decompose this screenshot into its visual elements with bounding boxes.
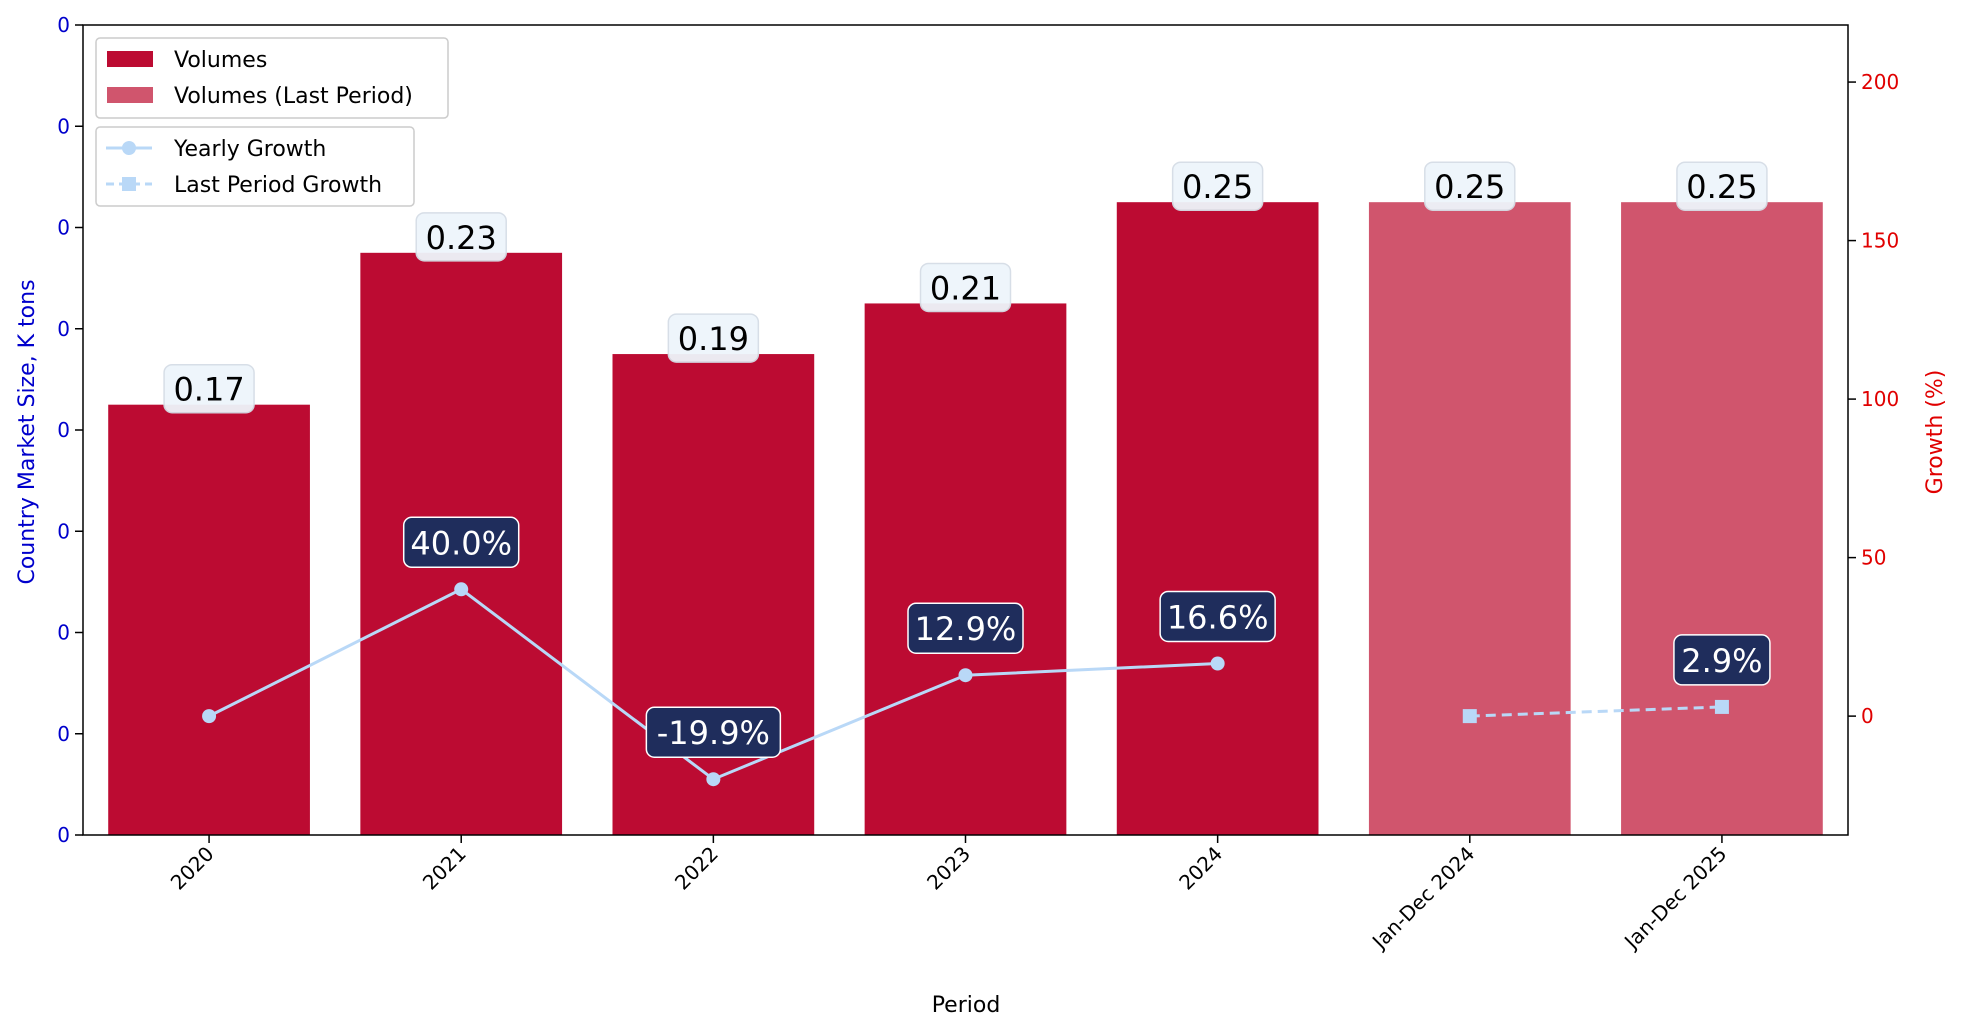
left-tick-label: 0 xyxy=(57,216,70,240)
x-tick-label: 2024 xyxy=(1174,842,1227,895)
left-tick-label: 0 xyxy=(57,418,70,442)
value-label-box xyxy=(667,313,760,363)
x-tick-label: 2020 xyxy=(166,842,219,895)
bar-volumes xyxy=(1116,202,1319,835)
value-label-box xyxy=(163,363,255,414)
growth-point xyxy=(1462,709,1477,724)
value-label-box xyxy=(1424,161,1516,211)
legend-swatch-volumes xyxy=(107,51,153,67)
growth-point xyxy=(1210,656,1225,671)
legend-label-yearly-growth: Yearly Growth xyxy=(173,137,326,162)
growth-label: -19.9% xyxy=(657,714,770,752)
right-y-axis-title: Growth (%) xyxy=(1923,370,1948,495)
bar-volumes-last-period xyxy=(1621,202,1823,835)
growth-point xyxy=(454,582,469,597)
growth-point xyxy=(202,709,217,724)
value-label: 0.23 xyxy=(426,219,497,257)
right-tick-label: 100 xyxy=(1861,387,1899,411)
growth-line-last-period xyxy=(1469,705,1722,718)
left-y-axis-title: Country Market Size, K tons xyxy=(15,279,40,584)
legend-marker-yearly-growth xyxy=(122,141,136,155)
legend-marker-last-period-growth xyxy=(122,177,136,191)
value-label-box xyxy=(415,212,507,262)
legend-label-volumes-last-period: Volumes (Last Period) xyxy=(174,84,413,109)
growth-point xyxy=(706,772,721,787)
growth-label: 2.9% xyxy=(1681,642,1762,680)
legend-bars: Volumes Volumes (Last Period) xyxy=(95,37,449,119)
left-tick-label: 0 xyxy=(57,13,70,37)
value-label-box xyxy=(1676,161,1768,211)
legend-swatch-volumes-last-period xyxy=(107,87,153,103)
right-tick-label: 0 xyxy=(1861,704,1874,728)
value-label: 0.25 xyxy=(1686,168,1757,206)
growth-label-box xyxy=(1159,590,1276,643)
growth-label-box xyxy=(907,602,1024,654)
bar-volumes xyxy=(864,303,1067,835)
bar-volumes xyxy=(612,354,815,835)
growth-label-box xyxy=(1673,634,1771,686)
bar-volumes xyxy=(108,404,310,835)
right-tick-label: 150 xyxy=(1861,229,1899,253)
x-tick-label: Jan-Dec 2024 xyxy=(1366,842,1479,955)
value-label: 0.19 xyxy=(678,320,749,358)
growth-label-box xyxy=(402,516,520,569)
legend-lines: Yearly Growth Last Period Growth xyxy=(95,126,415,207)
growth-label: 12.9% xyxy=(915,610,1017,648)
x-tick-label: Jan-Dec 2025 xyxy=(1618,842,1731,955)
value-label: 0.25 xyxy=(1182,168,1253,206)
labels-layer: 0.17 0.23 0.19 0.21 0.25 0.25 0.25 40.0% -19.9% 1… xyxy=(163,161,1771,758)
left-tick-label: 0 xyxy=(57,823,70,847)
bar-volumes-last-period xyxy=(1368,202,1571,835)
growth-label: 16.6% xyxy=(1167,598,1269,636)
left-tick-label: 0 xyxy=(57,722,70,746)
growth-point xyxy=(1714,699,1729,714)
bars-layer xyxy=(108,202,1823,835)
legend-label-volumes: Volumes xyxy=(174,48,267,73)
left-tick-label: 0 xyxy=(57,519,70,543)
x-tick-label: 2023 xyxy=(922,842,975,895)
x-axis-title: Period xyxy=(932,993,1001,1018)
right-tick-label: 200 xyxy=(1861,70,1899,94)
growth-label-box xyxy=(645,706,782,758)
left-tick-label: 0 xyxy=(57,317,70,341)
left-tick-label: 0 xyxy=(57,621,70,645)
x-tick-label: 2021 xyxy=(418,842,471,895)
value-label: 0.25 xyxy=(1434,168,1505,206)
growth-label: 40.0% xyxy=(410,524,512,562)
growth-point xyxy=(958,668,973,683)
value-label-box xyxy=(919,262,1012,313)
value-label-box xyxy=(1171,161,1264,211)
value-label: 0.21 xyxy=(930,269,1001,307)
x-tick-label: 2022 xyxy=(670,842,723,895)
legend-label-last-period-growth: Last Period Growth xyxy=(174,173,382,198)
left-tick-label: 0 xyxy=(57,114,70,138)
value-label: 0.17 xyxy=(173,371,244,409)
lines-layer xyxy=(202,582,1729,787)
right-tick-label: 50 xyxy=(1861,546,1886,570)
